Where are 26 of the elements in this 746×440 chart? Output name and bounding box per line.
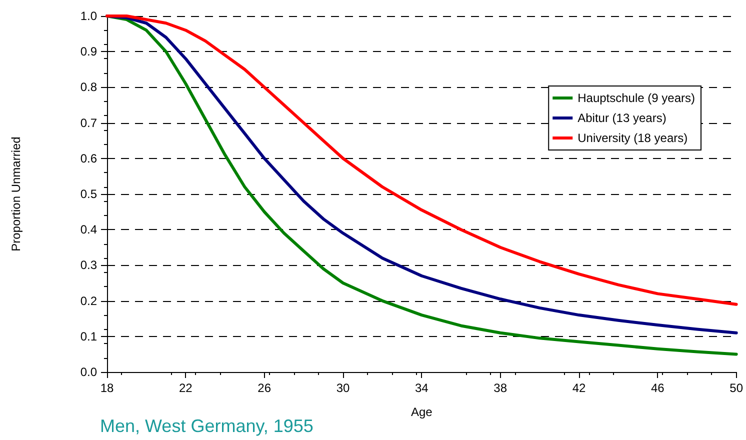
legend-label: Abitur (13 years) <box>578 111 666 125</box>
y-tick-label: 0.4 <box>80 222 98 237</box>
y-tick-label: 0.3 <box>80 258 98 272</box>
y-tick-label: 0.0 <box>80 365 98 379</box>
x-tick-label: 50 <box>730 381 744 395</box>
text: Men, West Germany, 1955 <box>100 416 314 436</box>
y-tick-label: 0.7 <box>80 116 98 130</box>
y-tick-label: 0.6 <box>80 151 98 166</box>
y-tick-label: 0.8 <box>80 80 98 94</box>
x-axis-title: Age <box>410 405 433 419</box>
y-tick-label: 1.0 <box>80 9 98 23</box>
y-tick-label: 0.9 <box>80 44 98 59</box>
x-tick-label: 18 <box>100 381 114 395</box>
y-tick-label: 0.1 <box>80 329 98 344</box>
x-tick-label: 26 <box>258 381 272 395</box>
x-tick-label: 38 <box>494 381 508 395</box>
y-axis-title: Proportion Unmarried <box>9 136 23 252</box>
x-tick-label: 30 <box>336 381 350 395</box>
x-tick-label: 22 <box>178 381 193 395</box>
x-tick-label: 34 <box>414 381 429 395</box>
legend-label: University (18 years) <box>578 131 688 145</box>
x-tick-label: 42 <box>572 381 586 395</box>
x-tick-label: 46 <box>650 381 665 395</box>
legend-label: Hauptschule (9 years) <box>578 91 696 105</box>
y-tick-label: 0.2 <box>80 294 98 308</box>
y-tick-label: 0.5 <box>80 187 98 201</box>
